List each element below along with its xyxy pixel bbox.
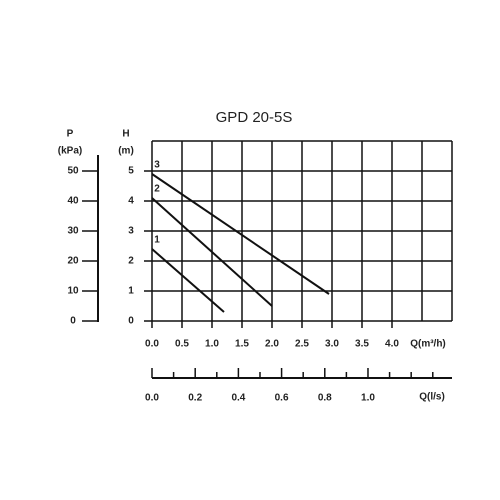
- y2-label: P: [67, 129, 74, 140]
- y2-tick-label: 0: [70, 316, 76, 327]
- x-tick-label: 0.5: [175, 339, 189, 350]
- x-tick-label: 3.0: [325, 339, 339, 350]
- chart-title: GPD 20-5S: [216, 109, 293, 126]
- x-tick-label: 2.5: [295, 339, 309, 350]
- y2-tick-label: 40: [67, 196, 79, 207]
- x2-label: Q(l/s): [419, 392, 445, 403]
- y-label: H: [122, 129, 129, 140]
- curve: [151, 197, 273, 307]
- curve: [151, 248, 225, 313]
- curve-label: 2: [154, 184, 160, 195]
- x-tick-label: 2.0: [265, 339, 279, 350]
- y-tick-label: 0: [128, 316, 134, 327]
- curve-label: 3: [154, 160, 160, 171]
- y-tick-label: 4: [128, 196, 134, 207]
- x2-tick-label: 0.6: [275, 393, 289, 404]
- y2-tick-label: 10: [67, 286, 79, 297]
- curve-label: 1: [154, 235, 160, 246]
- y2-tick-label: 50: [67, 166, 79, 177]
- y2-unit: (kPa): [58, 146, 82, 157]
- x-tick-label: 1.0: [205, 339, 219, 350]
- y2-tick-label: 30: [67, 226, 79, 237]
- x2-tick-label: 0.8: [318, 393, 332, 404]
- x2-tick-label: 0.0: [145, 393, 159, 404]
- x-tick-label: 1.5: [235, 339, 249, 350]
- y-tick-label: 1: [128, 286, 134, 297]
- x-tick-label: 4.0: [385, 339, 399, 350]
- x2-tick-label: 0.2: [188, 393, 202, 404]
- x-tick-label: 0.0: [145, 339, 159, 350]
- y-tick-label: 3: [128, 226, 134, 237]
- x2-tick-label: 0.4: [231, 393, 245, 404]
- y-tick-label: 5: [128, 166, 134, 177]
- y-tick-label: 2: [128, 256, 134, 267]
- y2-tick-label: 20: [67, 256, 79, 267]
- x-tick-label: 3.5: [355, 339, 369, 350]
- y-unit: (m): [118, 146, 134, 157]
- x2-tick-label: 1.0: [361, 393, 375, 404]
- x-label: Q(m³/h): [410, 339, 446, 350]
- curve: [151, 173, 330, 295]
